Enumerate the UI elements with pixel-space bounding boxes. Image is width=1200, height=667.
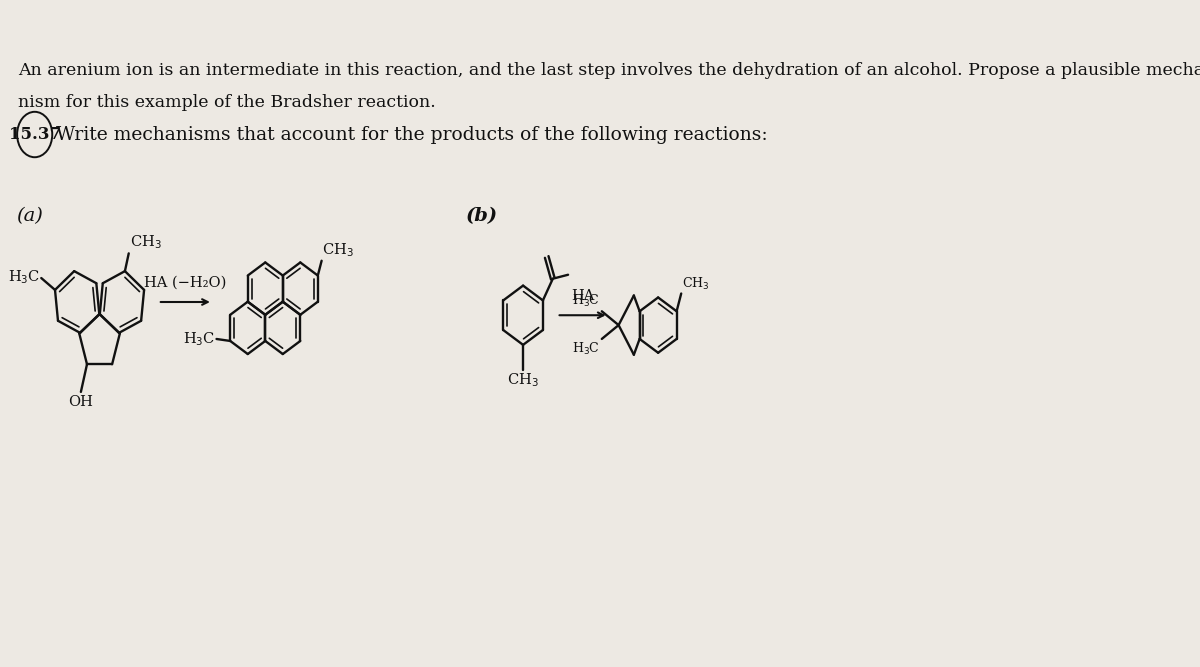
Text: CH$_3$: CH$_3$ bbox=[682, 275, 709, 291]
Text: H$_3$C: H$_3$C bbox=[7, 268, 40, 286]
Text: CH$_3$: CH$_3$ bbox=[508, 372, 539, 390]
Text: H$_3$C: H$_3$C bbox=[572, 341, 600, 357]
Text: (a): (a) bbox=[16, 207, 42, 225]
Text: HA (−H₂O): HA (−H₂O) bbox=[144, 275, 227, 289]
Text: CH$_3$: CH$_3$ bbox=[323, 241, 354, 259]
Text: Write mechanisms that account for the products of the following reactions:: Write mechanisms that account for the pr… bbox=[56, 125, 768, 143]
Text: (b): (b) bbox=[466, 207, 498, 225]
Text: H$_3$C: H$_3$C bbox=[182, 330, 215, 348]
Text: OH: OH bbox=[68, 395, 94, 409]
Text: nism for this example of the Bradsher reaction.: nism for this example of the Bradsher re… bbox=[18, 94, 436, 111]
Text: H$_3$C: H$_3$C bbox=[572, 293, 600, 309]
Text: 15.37: 15.37 bbox=[8, 126, 61, 143]
Text: HA: HA bbox=[571, 289, 594, 303]
Text: CH$_3$: CH$_3$ bbox=[130, 233, 161, 251]
Text: An arenium ion is an intermediate in this reaction, and the last step involves t: An arenium ion is an intermediate in thi… bbox=[18, 63, 1200, 79]
